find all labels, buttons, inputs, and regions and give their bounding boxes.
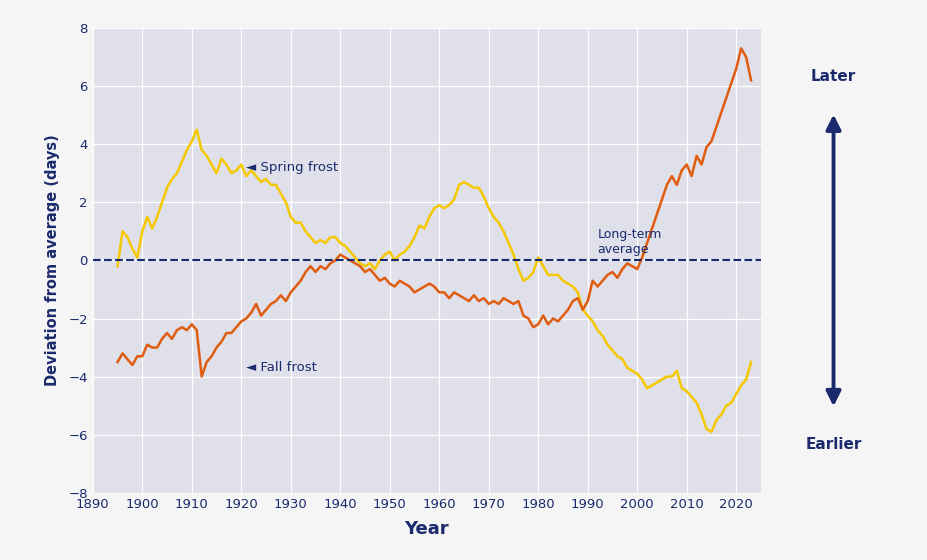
Text: Later: Later: [810, 69, 856, 84]
Text: ◄ Fall frost: ◄ Fall frost: [246, 361, 317, 375]
X-axis label: Year: Year: [404, 520, 449, 538]
Text: Long-term
average: Long-term average: [597, 228, 661, 256]
Y-axis label: Deviation from average (days): Deviation from average (days): [44, 134, 60, 386]
Text: ◄ Spring frost: ◄ Spring frost: [246, 161, 338, 174]
Text: Earlier: Earlier: [805, 437, 861, 452]
